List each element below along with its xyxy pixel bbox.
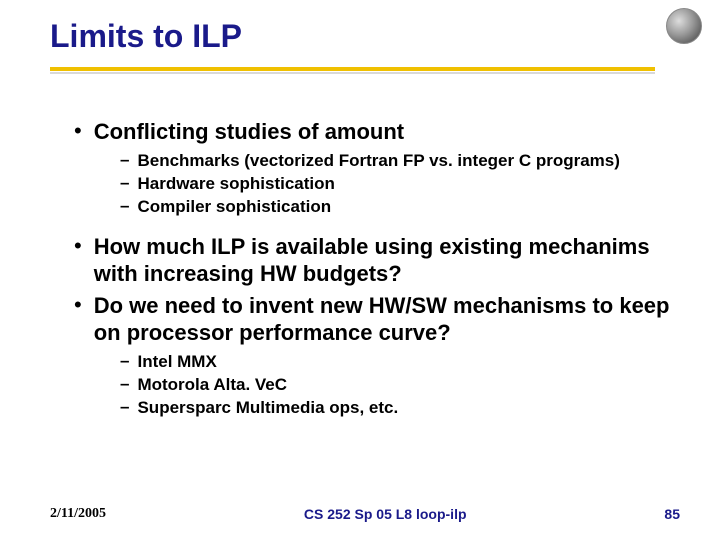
bullet-text: Supersparc Multimedia ops, etc. [137, 397, 398, 419]
bullet-dash-icon: – [120, 351, 129, 371]
bullet-text: Conflicting studies of amount [94, 118, 404, 146]
bullet-dot-icon: • [74, 292, 82, 318]
bullet-text: Benchmarks (vectorized Fortran FP vs. in… [137, 150, 619, 172]
bullet-dash-icon: – [120, 374, 129, 394]
bullet-text: How much ILP is available using existing… [94, 233, 680, 288]
bullet-level2: – Hardware sophistication [50, 173, 680, 195]
footer-page-number: 85 [664, 506, 680, 522]
bullet-text: Do we need to invent new HW/SW mechanism… [94, 292, 680, 347]
bullet-level1: • Conflicting studies of amount [50, 118, 680, 146]
bullet-dash-icon: – [120, 173, 129, 193]
bullet-level2: – Motorola Alta. VeC [50, 374, 680, 396]
bullet-text: Motorola Alta. VeC [137, 374, 287, 396]
seal-logo-icon [666, 8, 702, 44]
bullet-dot-icon: • [74, 233, 82, 259]
footer-course: CS 252 Sp 05 L8 loop-ilp [106, 506, 664, 522]
bullet-text: Hardware sophistication [137, 173, 334, 195]
bullet-dot-icon: • [74, 118, 82, 144]
bullet-text: Compiler sophistication [137, 196, 331, 218]
slide-title: Limits to ILP [50, 18, 680, 63]
footer: 2/11/2005 CS 252 Sp 05 L8 loop-ilp 85 [0, 506, 720, 522]
bullet-level2: – Supersparc Multimedia ops, etc. [50, 397, 680, 419]
footer-date: 2/11/2005 [50, 506, 106, 522]
content-area: • Conflicting studies of amount – Benchm… [50, 118, 680, 419]
bullet-level1: • Do we need to invent new HW/SW mechani… [50, 292, 680, 347]
bullet-dash-icon: – [120, 150, 129, 170]
bullet-text: Intel MMX [137, 351, 216, 373]
bullet-dash-icon: – [120, 397, 129, 417]
bullet-level2: – Benchmarks (vectorized Fortran FP vs. … [50, 150, 680, 172]
spacer [50, 219, 680, 233]
bullet-level1: • How much ILP is available using existi… [50, 233, 680, 288]
title-underline [50, 67, 680, 74]
slide: Limits to ILP • Conflicting studies of a… [0, 0, 720, 540]
bullet-level2: – Intel MMX [50, 351, 680, 373]
bullet-level2: – Compiler sophistication [50, 196, 680, 218]
underline-bar [50, 67, 655, 71]
underline-shadow [50, 72, 655, 74]
bullet-dash-icon: – [120, 196, 129, 216]
